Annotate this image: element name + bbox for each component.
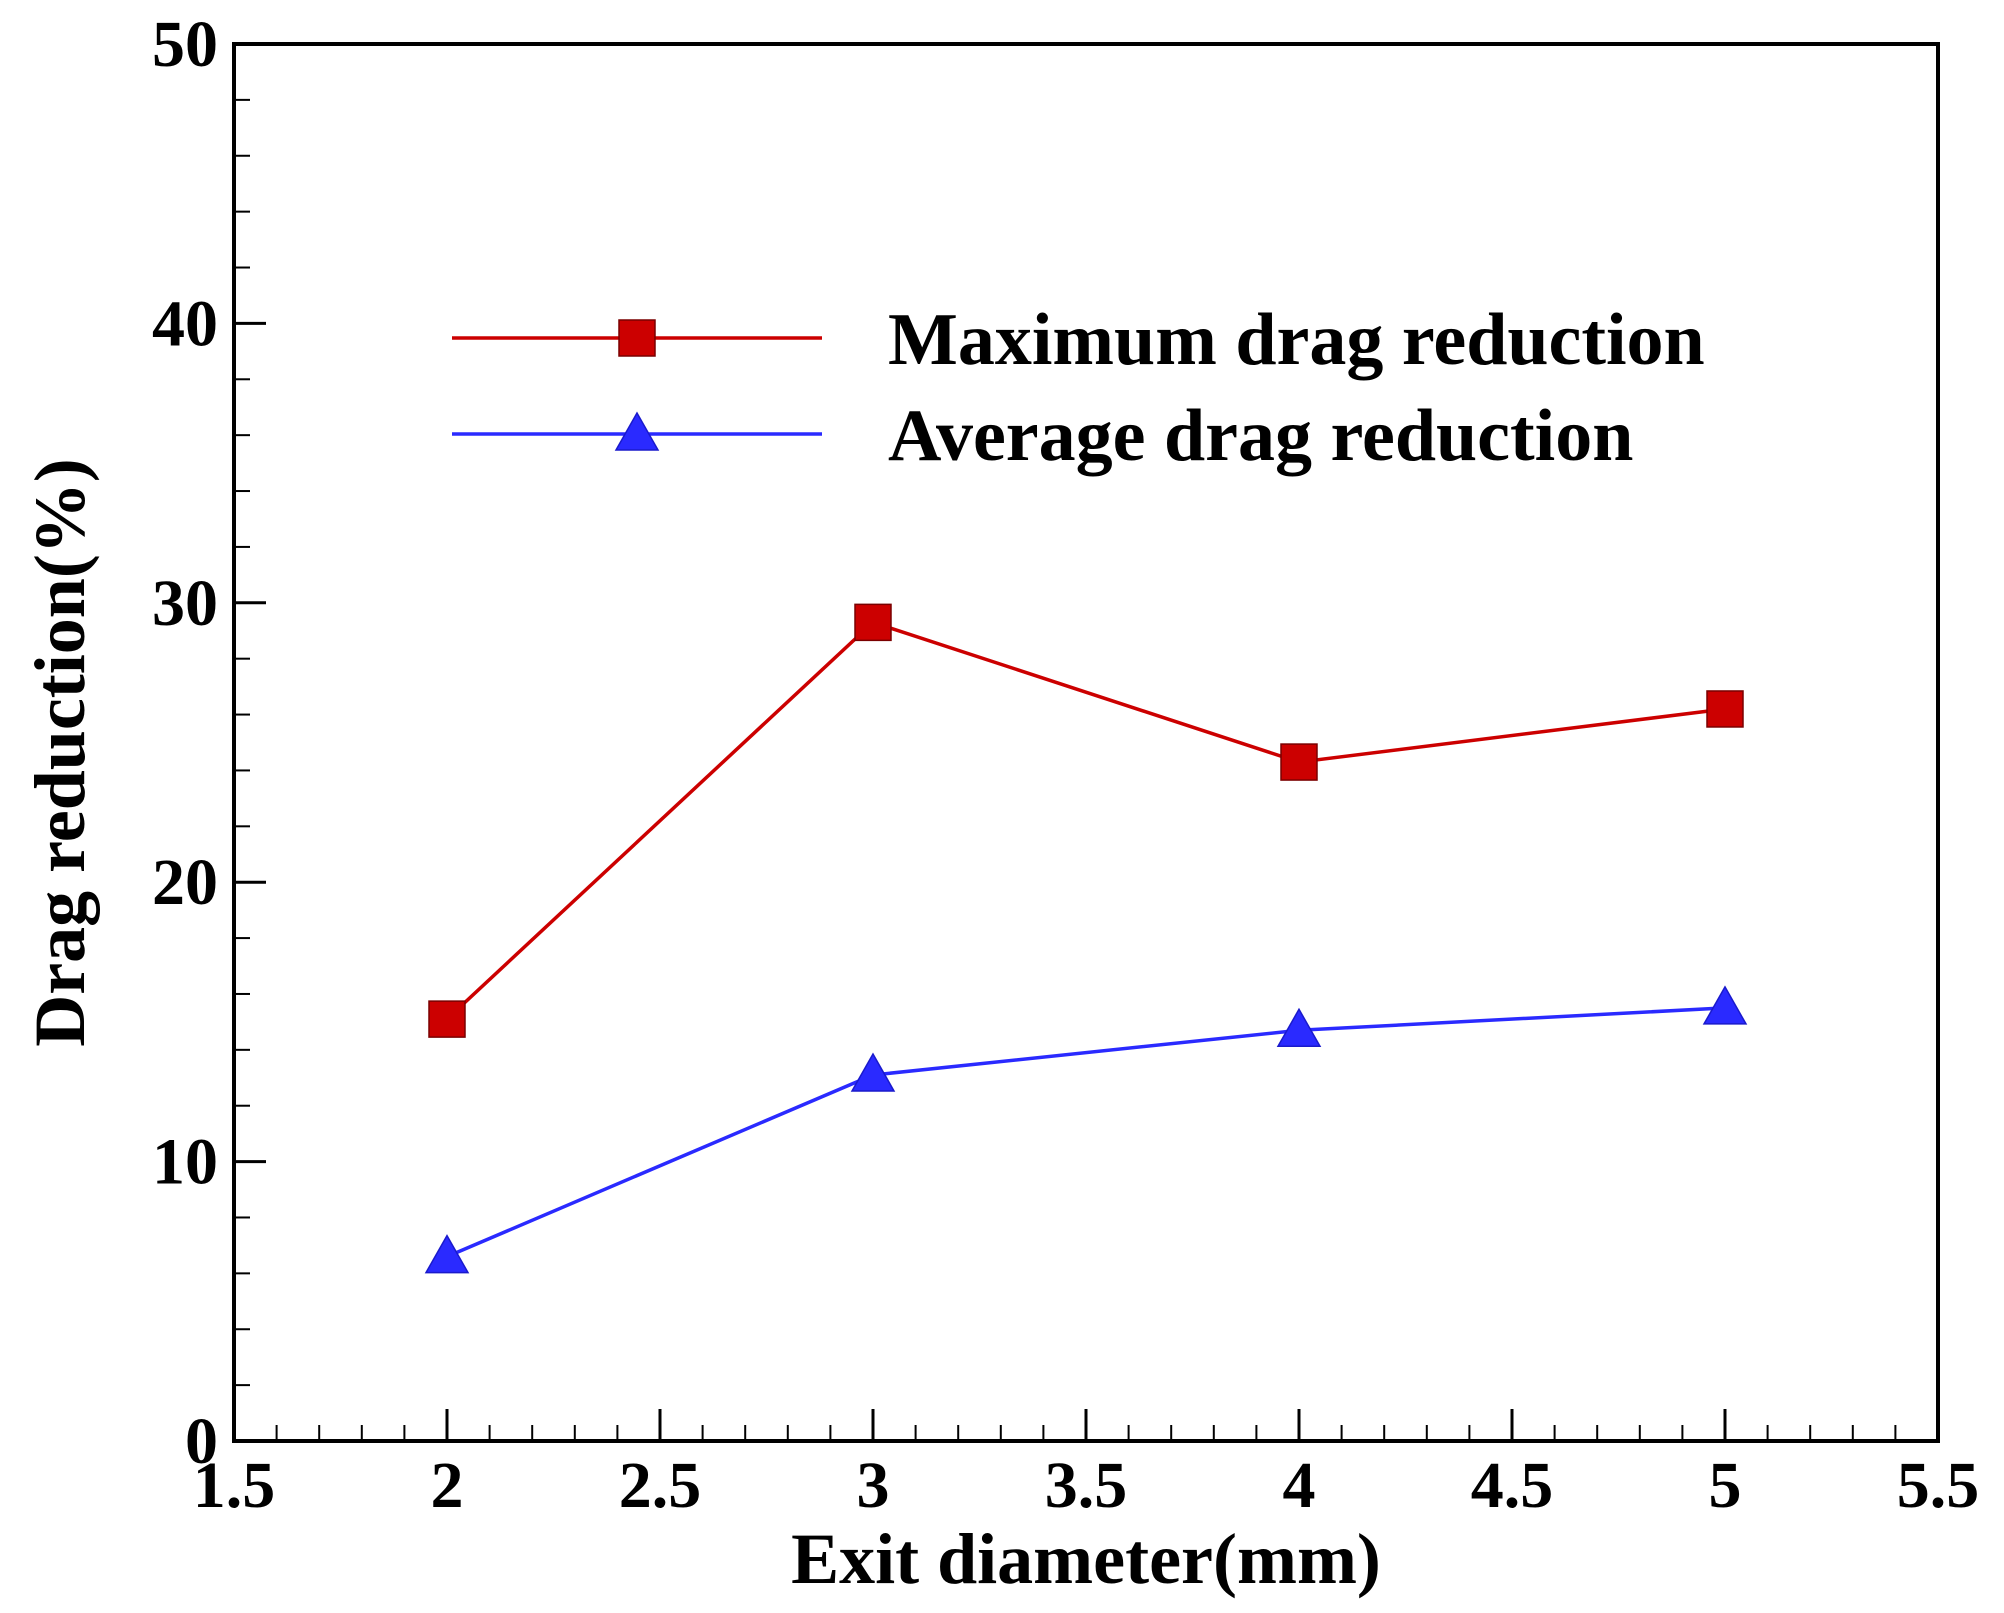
x-tick-label: 3 bbox=[857, 1449, 890, 1522]
x-tick-label: 4.5 bbox=[1471, 1449, 1554, 1522]
x-axis-title: Exit diameter(mm) bbox=[791, 1519, 1381, 1599]
data-point bbox=[424, 1234, 470, 1274]
y-tick-label: 40 bbox=[152, 287, 218, 360]
y-tick-label: 0 bbox=[185, 1405, 218, 1478]
legend-item-average: Average drag reduction bbox=[452, 395, 1633, 477]
series-layer bbox=[424, 603, 1748, 1274]
legend-marker bbox=[614, 411, 660, 451]
legend-marker bbox=[618, 319, 656, 357]
series-line bbox=[446, 1006, 1726, 1259]
x-tick-label: 4 bbox=[1283, 1449, 1316, 1522]
data-point bbox=[1706, 690, 1744, 728]
legend-item-maximum: Maximum drag reduction bbox=[452, 299, 1705, 381]
series-maximum bbox=[428, 603, 1744, 1038]
data-point bbox=[850, 1052, 896, 1092]
x-tick-label: 5 bbox=[1709, 1449, 1742, 1522]
x-tick-label: 3.5 bbox=[1045, 1449, 1128, 1522]
y-tick-label: 10 bbox=[152, 1126, 218, 1199]
data-point bbox=[854, 603, 892, 642]
axes: 1.5 2 2.5 3 3.5 4 4.5 5 5.5 0 10 20 30 40 50 bbox=[152, 8, 1979, 1522]
data-point bbox=[1702, 985, 1748, 1025]
legend-label: Maximum drag reduction bbox=[888, 299, 1705, 381]
x-tick-label: 5.5 bbox=[1897, 1449, 1980, 1522]
data-point bbox=[428, 1000, 466, 1038]
series-line bbox=[445, 620, 1726, 1021]
y-tick-label: 20 bbox=[152, 846, 218, 919]
y-tick-label: 50 bbox=[152, 8, 218, 81]
plot-frame bbox=[232, 42, 1940, 1443]
x-tick-label: 1.5 bbox=[193, 1449, 276, 1522]
legend: Maximum drag reduction Average drag reduc… bbox=[452, 299, 1705, 477]
y-axis-title: Drag reduction(%) bbox=[20, 458, 100, 1047]
x-tick-label: 2 bbox=[431, 1449, 464, 1522]
y-tick-label: 30 bbox=[152, 567, 218, 640]
series-average bbox=[424, 985, 1748, 1274]
x-tick-label: 2.5 bbox=[619, 1449, 702, 1522]
data-point bbox=[1280, 743, 1318, 781]
data-point bbox=[1276, 1007, 1322, 1048]
legend-label: Average drag reduction bbox=[888, 395, 1633, 477]
